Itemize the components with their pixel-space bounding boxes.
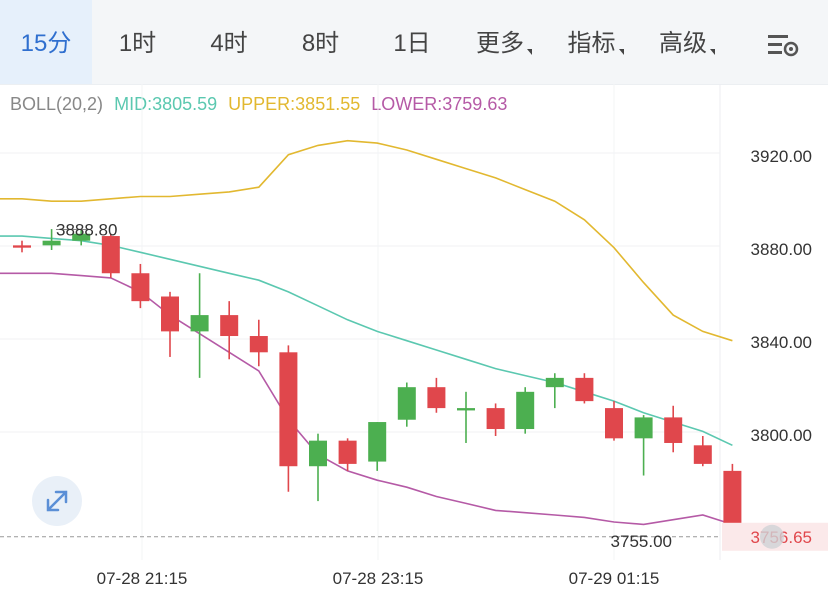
y-tick-label: 3880.00 [751, 240, 812, 259]
x-tick-label: 07-28 23:15 [333, 569, 424, 588]
dropdown-caret-icon [710, 49, 715, 55]
candle-body [279, 352, 298, 467]
tab-2[interactable]: 4时 [183, 0, 275, 84]
expand-chart-button[interactable] [32, 476, 82, 526]
mid-value: MID:3805.59 [114, 94, 218, 114]
candle-body [664, 417, 683, 443]
y-tick-label: 3920.00 [751, 147, 812, 166]
candle-body [486, 408, 505, 430]
candle-body [693, 445, 712, 464]
candle-body [397, 387, 416, 420]
tab-label: 15分 [20, 30, 72, 57]
candle-body [368, 422, 387, 462]
dropdown-caret-icon [618, 49, 624, 55]
tab-5[interactable]: 更多 [458, 0, 550, 84]
indicator-name: BOLL(20,2) [10, 94, 104, 114]
candle-body [249, 336, 268, 353]
upper-value: UPPER:3851.55 [228, 94, 361, 114]
tab-6[interactable]: 指标 [550, 0, 641, 84]
candle-body [131, 273, 150, 302]
expand-icon [46, 490, 68, 512]
tab-label: 4时 [210, 30, 248, 57]
y-tick-label: 3800.00 [751, 426, 812, 445]
candle-body [457, 408, 475, 411]
tab-4[interactable]: 1日 [366, 0, 458, 84]
x-tick-label: 07-29 01:15 [569, 569, 660, 588]
candle-body [427, 387, 446, 409]
candle-body [220, 315, 239, 337]
tab-3[interactable]: 8时 [275, 0, 366, 84]
candle-body [723, 470, 742, 537]
boll-legend: BOLL(20,2) MID:3805.59 UPPER:3851.55 LOW… [10, 94, 513, 115]
tab-0[interactable]: 15分 [0, 0, 92, 84]
lower-value: LOWER:3759.63 [371, 94, 508, 114]
high-marker-label: 3888.80 [56, 221, 117, 240]
x-tick-label: 07-28 21:15 [97, 569, 188, 588]
candle-body [42, 240, 61, 246]
lower-band-line [0, 272, 733, 526]
low-marker-label: 3755.00 [611, 532, 672, 551]
upper-band-line [0, 139, 733, 342]
price-drag-handle [760, 524, 784, 549]
timeframe-tabs: 15分 1时 4时 8时 1日 更多 指标 高级 [0, 0, 828, 85]
candle-body [190, 315, 209, 332]
dropdown-caret-icon [527, 49, 532, 55]
tab-1[interactable]: 1时 [92, 0, 183, 84]
tab-label: 高级 [659, 30, 707, 57]
candle-body [516, 391, 535, 430]
candle-body [605, 408, 623, 439]
tab-7[interactable]: 高级 [641, 0, 733, 84]
candle-body [101, 236, 120, 274]
chart-settings-icon[interactable] [766, 32, 800, 58]
candle-body [338, 440, 357, 464]
tab-label: 更多 [476, 30, 524, 57]
candle-body [545, 377, 564, 388]
tab-label: 8时 [301, 30, 340, 57]
tab-label: 1时 [118, 30, 157, 57]
candle-body [634, 417, 653, 439]
tab-label: 1日 [393, 30, 431, 57]
candle-body [72, 233, 91, 241]
tab-label: 指标 [567, 30, 616, 57]
candle-body [13, 245, 31, 248]
candle-body [161, 296, 179, 332]
candle-body [575, 377, 594, 402]
y-tick-label: 3840.00 [751, 333, 812, 352]
candle-body [309, 440, 327, 467]
